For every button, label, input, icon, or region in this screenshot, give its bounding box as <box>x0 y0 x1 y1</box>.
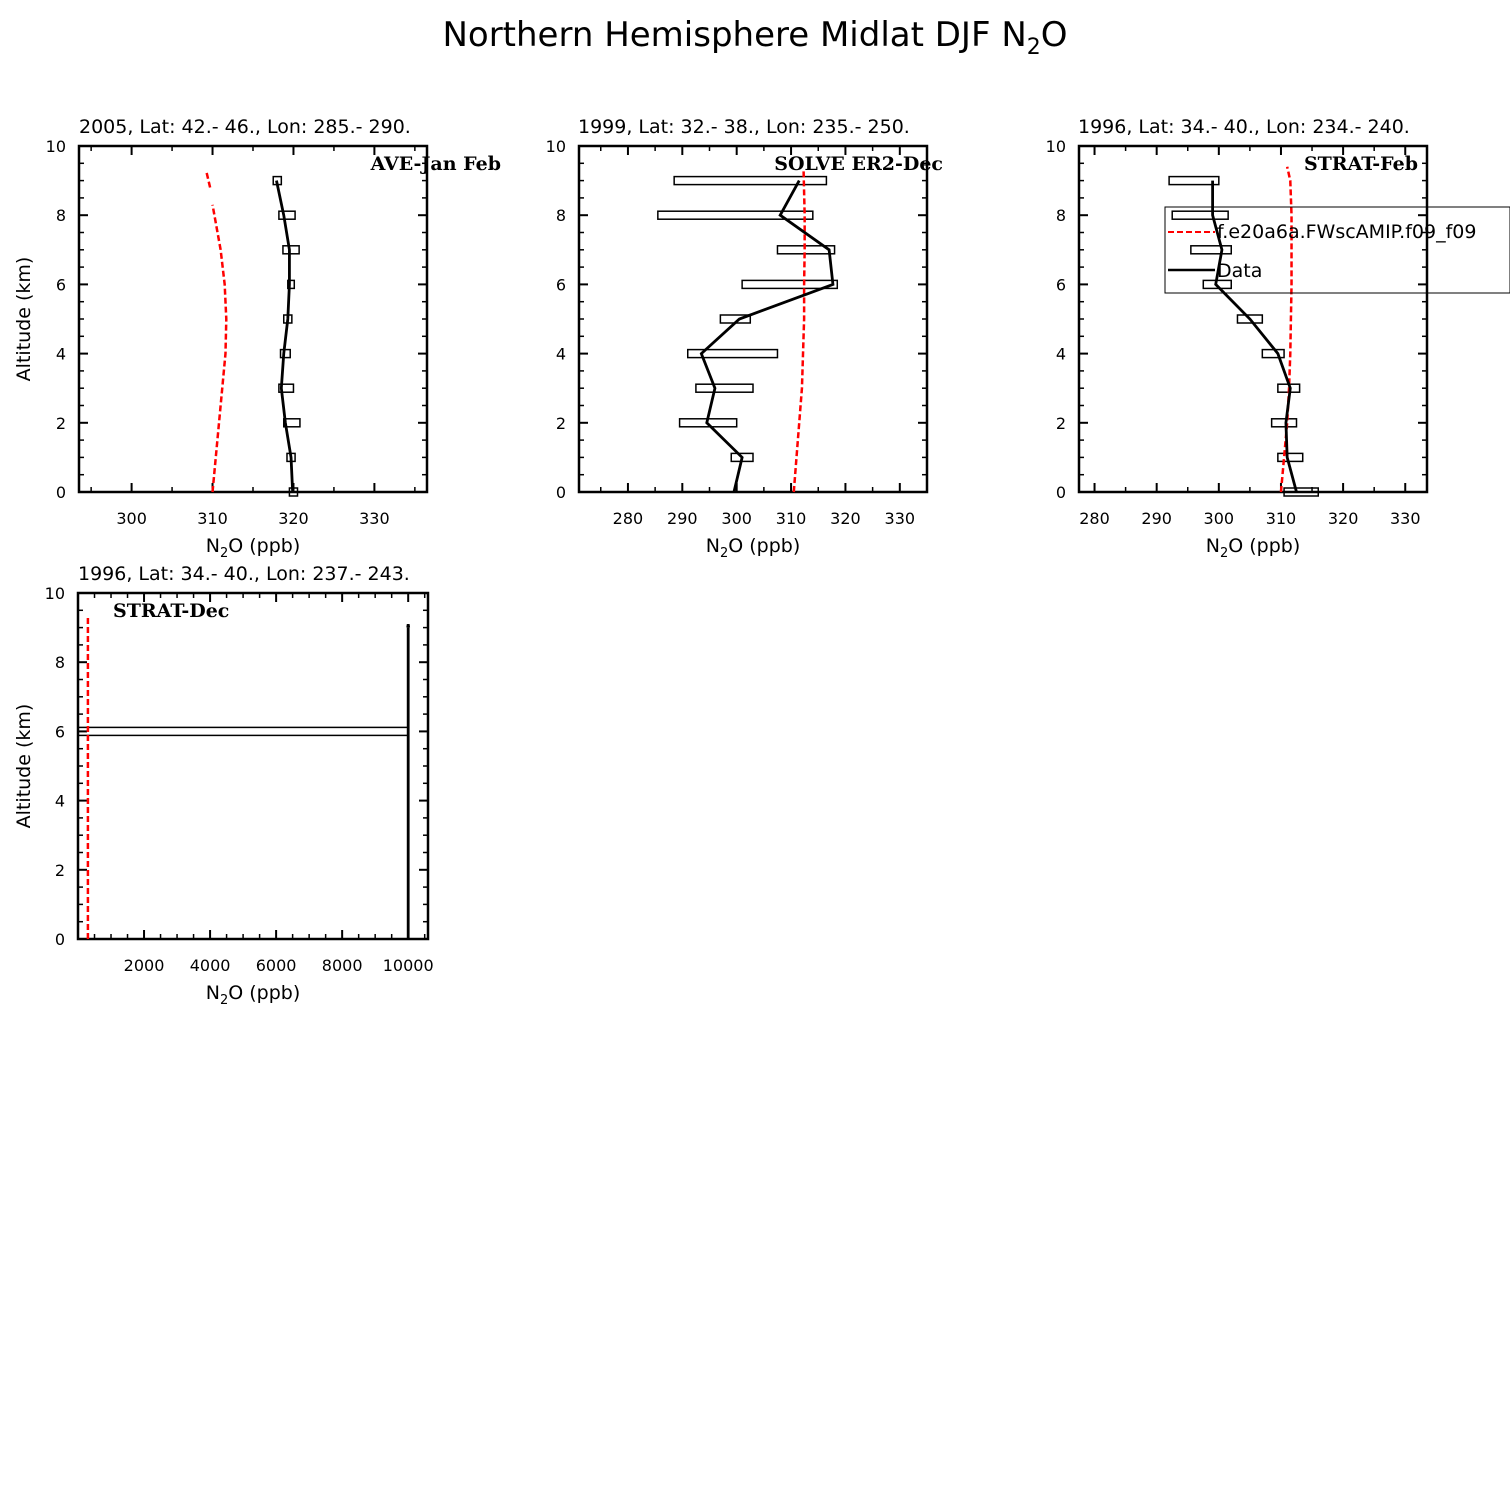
panel-3-range-bar-7 <box>1190 245 1233 255</box>
panel-3-ytick-label: 8 <box>1056 206 1066 225</box>
panel-1-range-bar-3 <box>278 383 295 393</box>
panel-1-range-bar-2 <box>283 418 301 428</box>
panel-1-data-line <box>275 180 295 493</box>
panel-2-ytick-label: 4 <box>556 345 566 364</box>
panel-2-range-bar-8 <box>673 175 828 186</box>
panel-4-xtick-label: 8000 <box>322 956 363 975</box>
panel-4-ytick-label: 0 <box>55 930 65 949</box>
panel-2-xtick-label: 290 <box>667 509 698 528</box>
panel-2-plot: 0 2 4 6 8 10 280 290 300 310 320 330 <box>546 137 929 528</box>
panel-2: 1999, Lat: 32.- 38., Lon: 235.- 250. SOL… <box>546 116 943 561</box>
panel-1: 2005, Lat: 42.- 46., Lon: 285.- 290. AVE… <box>13 116 501 561</box>
panel-4-xlabel: N2O (ppb) <box>206 982 301 1008</box>
panel-3-range-bar-1 <box>1277 452 1304 463</box>
panel-3-ytick-label: 10 <box>1046 137 1066 156</box>
panel-1-ytick-label: 6 <box>56 275 66 294</box>
panel-3: 1996, Lat: 34.- 40., Lon: 234.- 240. STR… <box>1046 116 1510 561</box>
panel-2-ytick-label: 6 <box>556 275 566 294</box>
panel-3-ytick-label: 4 <box>1056 345 1066 364</box>
panel-1-range-bar-6 <box>287 279 296 290</box>
panel-2-range-bar-3 <box>687 348 779 359</box>
panel-1-ytick-label: 2 <box>56 414 66 433</box>
panel-4-campaign-label: STRAT-Dec <box>113 600 229 622</box>
panel-1-xtick-label: 310 <box>197 509 228 528</box>
panel-1-ytick-label: 8 <box>56 206 66 225</box>
panel-1-model-line <box>211 204 228 493</box>
panel-4-xtick-label: 4000 <box>190 956 231 975</box>
panel-3-ytick-label: 2 <box>1056 414 1066 433</box>
figure-title: Northern Hemisphere Midlat DJF N2O <box>442 15 1067 60</box>
legend-data-label: Data <box>1217 260 1262 282</box>
panel-3-range-bar-8 <box>1171 210 1229 220</box>
panel-1-xtick-label: 330 <box>359 509 390 528</box>
panel-2-range-bar-2 <box>695 383 754 393</box>
panel-2-range-bar-6 <box>776 245 836 255</box>
panel-3-subtitle: 1996, Lat: 34.- 40., Lon: 234.- 240. <box>1078 116 1410 138</box>
panel-1-ytick-label: 4 <box>56 345 66 364</box>
panel-1-ytick-label: 10 <box>46 137 66 156</box>
panel-3-campaign-label: STRAT-Feb <box>1304 153 1418 175</box>
panel-3-data-line <box>1211 180 1298 493</box>
panel-3-range-bar-0 <box>1283 487 1319 497</box>
panel-2-range-bar-5 <box>741 279 839 290</box>
panel-1-subtitle: 2005, Lat: 42.- 46., Lon: 285.- 290. <box>79 116 411 138</box>
legend-model-label: f.e20a6a.FWscAMIP.f09_f09 <box>1217 221 1476 243</box>
panel-2-xtick-label: 280 <box>613 509 644 528</box>
panel-2-xtick-label: 300 <box>721 509 752 528</box>
panel-3-xtick-label: 290 <box>1141 509 1172 528</box>
panel-3-xtick-label: 310 <box>1266 509 1297 528</box>
panel-2-ytick-label: 2 <box>556 414 566 433</box>
panel-2-ytick-label: 0 <box>556 483 566 502</box>
panel-3-range-bar-9 <box>1168 175 1220 186</box>
panel-1-range-bar-8 <box>278 210 296 220</box>
panel-1-range-bar-7 <box>282 245 300 255</box>
panel-2-ytick-label: 8 <box>556 206 566 225</box>
panel-4-ytick-label: 10 <box>45 584 65 603</box>
panel-3-ytick-label: 0 <box>1056 483 1066 502</box>
panel-3-xlabel: N2O (ppb) <box>1206 535 1301 561</box>
panel-3-plot: 0 2 4 6 8 10 280 290 300 310 320 330 <box>1046 137 1429 528</box>
panel-4-xtick-label: 6000 <box>256 956 297 975</box>
panel-4-ytick-label: 2 <box>55 861 65 880</box>
panel-3-range-bar-5 <box>1236 314 1264 324</box>
panel-4-data-line-tip <box>406 623 411 628</box>
panel-2-data-line <box>699 179 835 493</box>
panel-2-xtick-label: 330 <box>885 509 916 528</box>
panel-4-ytick-label: 6 <box>55 722 65 741</box>
panel-3-xtick-label: 330 <box>1390 509 1421 528</box>
panel-3-range-bar-2 <box>1270 418 1298 428</box>
panel-1-plot: 0 2 4 6 8 10 300 310 320 330 <box>46 137 429 528</box>
panel-3-xtick-label: 280 <box>1079 509 1110 528</box>
panel-4-xtick-label: 2000 <box>124 956 165 975</box>
panel-4-ytick-label: 8 <box>55 653 65 672</box>
panel-4-subtitle: 1996, Lat: 34.- 40., Lon: 237.- 243. <box>78 563 410 585</box>
panel-1-xlabel: N2O (ppb) <box>206 535 301 561</box>
panel-3-xtick-label: 320 <box>1328 509 1359 528</box>
panel-2-xtick-label: 320 <box>830 509 861 528</box>
panel-2-xlabel: N2O (ppb) <box>706 535 801 561</box>
panel-2-xtick-label: 310 <box>776 509 807 528</box>
panel-4: 1996, Lat: 34.- 40., Lon: 237.- 243. STR… <box>13 563 434 1008</box>
panel-2-range-bar-7 <box>657 210 814 220</box>
panel-2-campaign-label: SOLVE ER2-Dec <box>774 153 943 175</box>
panel-1-model-line-tail <box>204 169 212 188</box>
panel-4-ylabel: Altitude (km) <box>13 704 35 829</box>
panel-2-model-line <box>792 170 806 493</box>
panel-3-xtick-label: 300 <box>1204 509 1235 528</box>
panel-1-xtick-label: 320 <box>278 509 309 528</box>
legend-box <box>1164 206 1510 294</box>
panel-1-ytick-label: 0 <box>56 483 66 502</box>
panel-4-ytick-label: 4 <box>55 792 65 811</box>
panel-2-ytick-label: 10 <box>546 137 566 156</box>
legend: f.e20a6a.FWscAMIP.f09_f09 Data <box>1164 206 1510 294</box>
panel-3-ytick-label: 6 <box>1056 275 1066 294</box>
panel-4-plot: 0 2 4 6 8 10 2000 4000 6000 8000 10000 <box>45 584 434 975</box>
panel-1-xtick-label: 300 <box>116 509 147 528</box>
panel-1-campaign-label: AVE-Jan Feb <box>370 153 501 175</box>
panel-2-subtitle: 1999, Lat: 32.- 38., Lon: 235.- 250. <box>578 116 910 138</box>
panel-4-xtick-label: 10000 <box>383 956 434 975</box>
panel-1-ylabel: Altitude (km) <box>13 257 35 382</box>
